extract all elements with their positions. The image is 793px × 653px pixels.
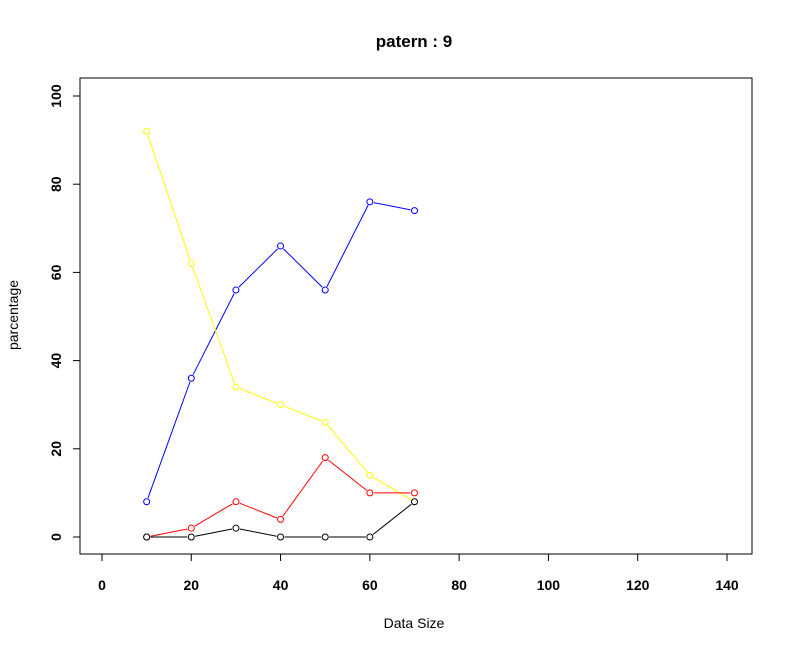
data-point <box>187 374 195 382</box>
y-tick-label: 100 <box>48 84 64 108</box>
data-point <box>277 242 285 250</box>
data-point <box>277 401 285 409</box>
data-point <box>366 533 374 541</box>
data-point <box>143 127 151 135</box>
series-line-segment <box>283 248 323 288</box>
series-line-segment <box>372 503 412 535</box>
data-point <box>187 260 195 268</box>
series-3 <box>143 498 418 541</box>
data-point <box>411 498 418 506</box>
series-line-segment <box>192 267 236 384</box>
series-line-segment <box>194 503 233 527</box>
series-line-segment <box>373 202 411 211</box>
series-2 <box>143 454 418 541</box>
series-line-segment <box>328 459 368 491</box>
x-tick-label: 40 <box>273 577 289 593</box>
x-tick-label: 60 <box>362 577 378 593</box>
series-line-segment <box>326 205 369 287</box>
x-axis-title: Data Size <box>384 615 445 631</box>
x-tick-label: 0 <box>98 577 106 593</box>
data-point <box>143 533 151 541</box>
data-point <box>187 533 195 541</box>
data-point <box>187 524 195 532</box>
data-point <box>232 286 240 294</box>
series-0 <box>143 198 418 506</box>
data-point <box>143 498 151 506</box>
data-point <box>277 515 285 523</box>
plot-frame <box>79 77 753 555</box>
y-tick-label: 40 <box>48 353 64 369</box>
series-line-segment <box>239 502 278 519</box>
x-tick-label: 140 <box>715 577 739 593</box>
series-line-segment <box>147 134 191 260</box>
data-point <box>321 418 329 426</box>
y-tick-label: 0 <box>48 533 64 541</box>
series-line-segment <box>147 381 191 499</box>
series-line-segment <box>373 476 412 501</box>
series-line-segment <box>327 425 368 473</box>
data-point <box>232 498 240 506</box>
data-point <box>232 383 240 391</box>
chart-title: patern : 9 <box>376 32 453 51</box>
data-point <box>411 489 418 497</box>
data-point <box>366 471 374 479</box>
data-point <box>321 286 329 294</box>
y-axis-ticks: 0 20 40 60 80 100 <box>48 84 80 541</box>
x-tick-label: 80 <box>451 577 467 593</box>
series-line-segment <box>239 388 278 404</box>
series-line-segment <box>239 528 277 537</box>
y-tick-label: 20 <box>48 441 64 457</box>
data-point <box>232 524 240 532</box>
series-line-segment <box>282 460 324 517</box>
x-tick-label: 20 <box>183 577 199 593</box>
series-layer <box>143 127 418 541</box>
data-point <box>411 207 418 215</box>
series-line-segment <box>195 528 233 537</box>
data-point <box>366 198 374 206</box>
data-point <box>321 533 329 541</box>
series-1 <box>143 127 418 506</box>
y-tick-label: 80 <box>48 176 64 192</box>
series-line-segment <box>284 405 322 422</box>
x-axis-ticks: 0 20 40 60 80 100 120 140 <box>98 554 739 593</box>
x-tick-label: 120 <box>626 577 650 593</box>
data-point <box>321 454 329 462</box>
data-point <box>366 489 374 497</box>
y-tick-label: 60 <box>48 264 64 280</box>
series-line-segment <box>238 248 279 288</box>
data-point <box>277 533 285 541</box>
y-axis-title: parcentage <box>5 280 21 350</box>
series-line-segment <box>192 293 235 375</box>
series-line-segment <box>150 528 188 537</box>
x-tick-label: 100 <box>537 577 561 593</box>
